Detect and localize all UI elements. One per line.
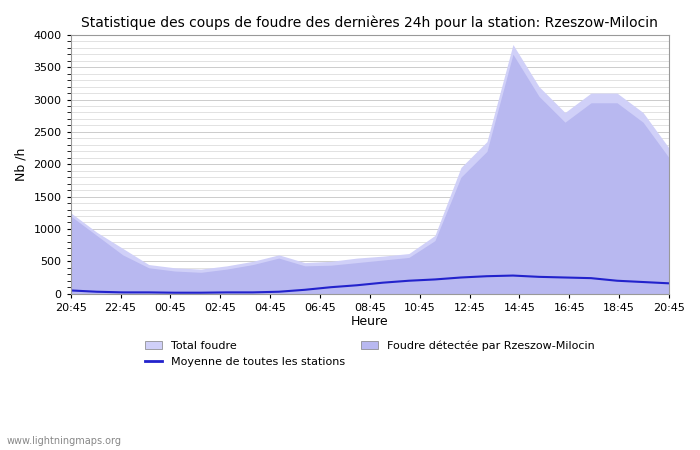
Title: Statistique des coups de foudre des dernières 24h pour la station: Rzeszow-Miloc: Statistique des coups de foudre des dern… bbox=[81, 15, 658, 30]
Text: www.lightningmaps.org: www.lightningmaps.org bbox=[7, 436, 122, 446]
X-axis label: Heure: Heure bbox=[351, 315, 388, 328]
Y-axis label: Nb /h: Nb /h bbox=[15, 148, 28, 181]
Legend: Total foudre, Moyenne de toutes les stations, Foudre détectée par Rzeszow-Miloci: Total foudre, Moyenne de toutes les stat… bbox=[141, 336, 599, 371]
